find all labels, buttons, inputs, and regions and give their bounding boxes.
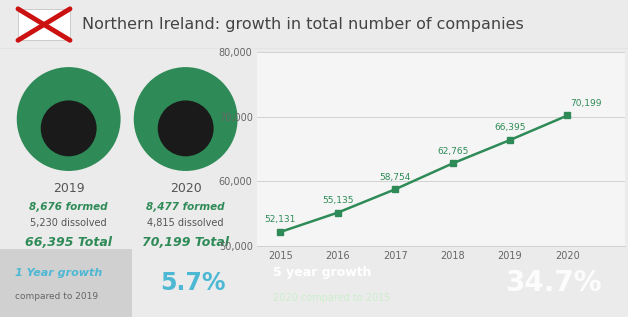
Bar <box>0 249 133 317</box>
Text: 66,395: 66,395 <box>494 123 526 132</box>
Text: 66,395 Total: 66,395 Total <box>25 236 112 249</box>
Circle shape <box>41 100 97 156</box>
Text: 8,676 formed: 8,676 formed <box>30 202 108 212</box>
Text: 62,765: 62,765 <box>437 147 468 156</box>
Text: 8,477 formed: 8,477 formed <box>146 202 225 212</box>
Text: 34.7%: 34.7% <box>505 269 602 297</box>
Bar <box>18 9 70 40</box>
Circle shape <box>158 100 214 156</box>
Circle shape <box>134 67 237 171</box>
Text: 70,199: 70,199 <box>570 99 602 108</box>
Text: 4,815 dissolved: 4,815 dissolved <box>148 218 224 228</box>
Text: 1 Year growth: 1 Year growth <box>15 268 102 278</box>
Text: 52,131: 52,131 <box>265 215 296 224</box>
Text: 58,754: 58,754 <box>379 172 411 182</box>
Text: 2019: 2019 <box>53 182 85 196</box>
Text: Northern Ireland: growth in total number of companies: Northern Ireland: growth in total number… <box>82 17 524 32</box>
Text: compared to 2019: compared to 2019 <box>15 292 99 301</box>
Text: 70,199 Total: 70,199 Total <box>142 236 229 249</box>
Text: 2020: 2020 <box>170 182 202 196</box>
Circle shape <box>17 67 121 171</box>
Text: 5.7%: 5.7% <box>161 271 226 295</box>
Text: 55,135: 55,135 <box>322 196 354 205</box>
Text: 2020 compared to 2015: 2020 compared to 2015 <box>273 293 391 303</box>
Text: 5 year growth: 5 year growth <box>273 266 372 279</box>
Text: 5,230 dissolved: 5,230 dissolved <box>30 218 107 228</box>
